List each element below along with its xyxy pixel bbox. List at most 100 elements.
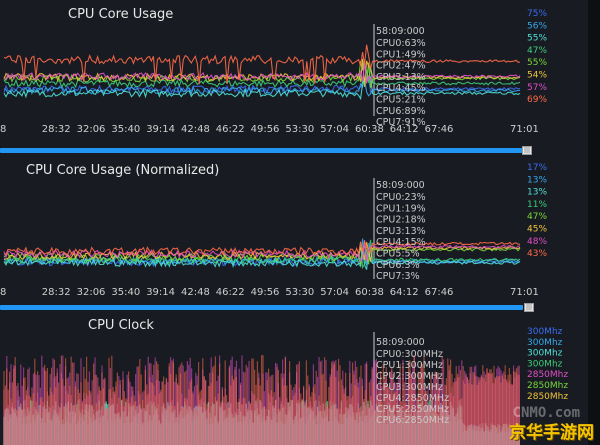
x-tick-label: 39:14 — [146, 124, 175, 135]
cpu-clock-panel: 58:09:000 CPU0:300MHz CPU1:300MHz CPU2:300M… — [0, 312, 600, 445]
tooltip-line: CPU1:49% — [376, 49, 426, 60]
legend-value: 55% — [527, 58, 547, 68]
series-line — [3, 240, 521, 257]
watermark-sub: CNMO.com — [512, 405, 580, 421]
tooltip-line: CPU3:13% — [376, 72, 426, 83]
series-line — [3, 245, 521, 267]
legend-value: 48% — [527, 237, 547, 247]
cpu-core-usage-chart: 8 28:32 32:06 35:40 39:14 42:48 46:22 49:56 53:3… — [0, 9, 547, 135]
x-tick-label: 53:30 — [285, 124, 314, 135]
tooltip-line: CPU4:45% — [376, 83, 426, 94]
x-tick-label: 67:46 — [425, 124, 454, 135]
tooltip-line: CPU2:18% — [376, 215, 426, 226]
tooltip-line: CPU2:47% — [376, 61, 426, 72]
x-tick-label: 32:06 — [77, 124, 106, 135]
legend-value: 47% — [527, 46, 547, 56]
series-line — [3, 61, 521, 84]
time-scrollbar[interactable] — [0, 148, 523, 153]
x-tick-label: 57:04 — [320, 124, 349, 135]
tooltip-line: CPU5:2850MHz — [376, 404, 449, 415]
x-tick-label: 28:32 — [42, 124, 71, 135]
x-tick-label: 71:01 — [510, 287, 539, 298]
legend-value: 13% — [527, 175, 547, 185]
time-scrollbar[interactable] — [0, 305, 523, 310]
tooltip-time: 58:09:000 — [376, 26, 425, 37]
tooltip-line: CPU0:63% — [376, 38, 426, 49]
x-tick-label: 28:32 — [42, 287, 71, 298]
tooltip-line: CPU0:300MHz — [376, 349, 443, 360]
x-tick-label: 60:38 — [355, 287, 384, 298]
window-edge — [588, 0, 600, 445]
legend-value: 2850Mhz — [527, 381, 568, 391]
tooltip-line: CPU4:2850MHz — [376, 393, 449, 404]
x-tick-label: 64:12 — [390, 287, 419, 298]
x-tick-label: 39:14 — [146, 287, 175, 298]
legend-value: 300Mhz — [527, 349, 563, 359]
tooltip-line: CPU4:15% — [376, 237, 426, 248]
x-tick-label: 67:46 — [425, 287, 454, 298]
series-line — [3, 66, 521, 89]
cpu-core-usage-panel: 8 28:32 32:06 35:40 39:14 42:48 46:22 49:56 53:3… — [0, 0, 600, 160]
x-tick-label: 8 — [0, 287, 6, 298]
tooltip-line: CPU6:89% — [376, 106, 426, 117]
x-tick-label: 35:40 — [111, 124, 140, 135]
x-tick-label: 42:48 — [181, 287, 210, 298]
legend-value: 54% — [527, 71, 547, 81]
x-tick-label: 64:12 — [390, 124, 419, 135]
legend-value: 2850Mhz — [527, 392, 568, 402]
x-tick-label: 42:48 — [181, 124, 210, 135]
chart-title: CPU Core Usage — [68, 7, 174, 22]
legend-value: 11% — [527, 200, 547, 210]
x-tick-label: 8 — [0, 124, 6, 135]
x-tick-label: 46:22 — [216, 287, 245, 298]
cpu-clock-chart: 58:09:000CPU0:300MHzCPU1:300MHzCPU2:300M… — [3, 327, 568, 445]
chart-title: CPU Core Usage (Normalized) — [26, 163, 220, 178]
legend-value: 13% — [527, 188, 547, 198]
legend-value: 300Mhz — [527, 327, 563, 337]
x-tick-label: 46:22 — [216, 124, 245, 135]
cpu-core-usage-normalized-panel: 8 28:32 32:06 35:40 39:14 42:48 46:22 49:56 53:3… — [0, 155, 600, 315]
series-line — [3, 44, 521, 85]
series-line — [3, 58, 521, 88]
tooltip-line: CPU2:300MHz — [376, 371, 443, 382]
scroll-handle[interactable]: ||| — [522, 146, 532, 155]
tooltip-line: CPU5:21% — [376, 95, 426, 106]
tooltip-time: 58:09:000 — [376, 180, 425, 191]
tooltip-line: CPU5:5% — [376, 249, 420, 260]
chart-title: CPU Clock — [88, 318, 154, 333]
x-tick-label: 49:56 — [251, 287, 280, 298]
x-tick-label: 60:38 — [355, 124, 384, 135]
cpu-core-usage-normalized-chart: 8 28:32 32:06 35:40 39:14 42:48 46:22 49:56 53:3… — [0, 163, 547, 298]
tooltip-line: CPU7:3% — [376, 271, 420, 282]
legend-value: 45% — [527, 225, 547, 235]
x-tick-label: 35:40 — [111, 287, 140, 298]
legend-value: 43% — [527, 249, 547, 259]
legend-value: 17% — [527, 163, 547, 173]
legend-value: 300Mhz — [527, 338, 563, 348]
tooltip-line: CPU0:23% — [376, 192, 426, 203]
legend-value: 75% — [527, 9, 547, 19]
legend-value: 300Mhz — [527, 359, 563, 369]
legend-value: 2850Mhz — [527, 370, 568, 380]
watermark: 京华手游网 — [509, 423, 594, 443]
tooltip-line: CPU1:19% — [376, 203, 426, 214]
x-tick-label: 49:56 — [251, 124, 280, 135]
series-line — [3, 75, 521, 101]
series-line — [3, 77, 521, 97]
x-tick-label: 53:30 — [285, 287, 314, 298]
legend-value: 69% — [527, 95, 547, 105]
x-tick-label: 71:01 — [510, 124, 539, 135]
x-tick-label: 57:04 — [320, 287, 349, 298]
series-line — [3, 241, 521, 262]
tooltip-line: CPU6:2850MHz — [376, 415, 449, 426]
legend-value: 56% — [527, 21, 547, 31]
tooltip-line: CPU3:300MHz — [376, 382, 443, 393]
tooltip-line: CPU3:13% — [376, 226, 426, 237]
legend-value: 47% — [527, 212, 547, 222]
tooltip-line: CPU6:3% — [376, 260, 420, 271]
scroll-handle[interactable]: ||| — [524, 303, 534, 312]
x-tick-label: 32:06 — [77, 287, 106, 298]
tooltip-line: CPU1:300MHz — [376, 360, 443, 371]
series-line — [3, 240, 521, 262]
tooltip-line: CPU7:91% — [376, 117, 426, 128]
